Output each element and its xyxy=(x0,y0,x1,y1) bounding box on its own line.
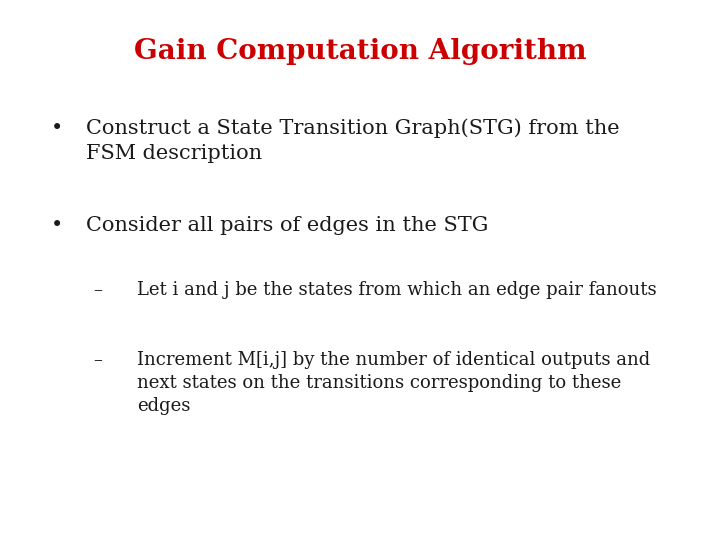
Text: •: • xyxy=(50,216,63,235)
Text: Construct a State Transition Graph(STG) from the
FSM description: Construct a State Transition Graph(STG) … xyxy=(86,119,620,163)
Text: Consider all pairs of edges in the STG: Consider all pairs of edges in the STG xyxy=(86,216,489,235)
Text: •: • xyxy=(50,119,63,138)
Text: –: – xyxy=(94,281,102,299)
Text: –: – xyxy=(94,351,102,369)
Text: Gain Computation Algorithm: Gain Computation Algorithm xyxy=(134,38,586,65)
Text: Increment M[i,j] by the number of identical outputs and
next states on the trans: Increment M[i,j] by the number of identi… xyxy=(137,351,650,415)
Text: Let i and j be the states from which an edge pair fanouts: Let i and j be the states from which an … xyxy=(137,281,657,299)
